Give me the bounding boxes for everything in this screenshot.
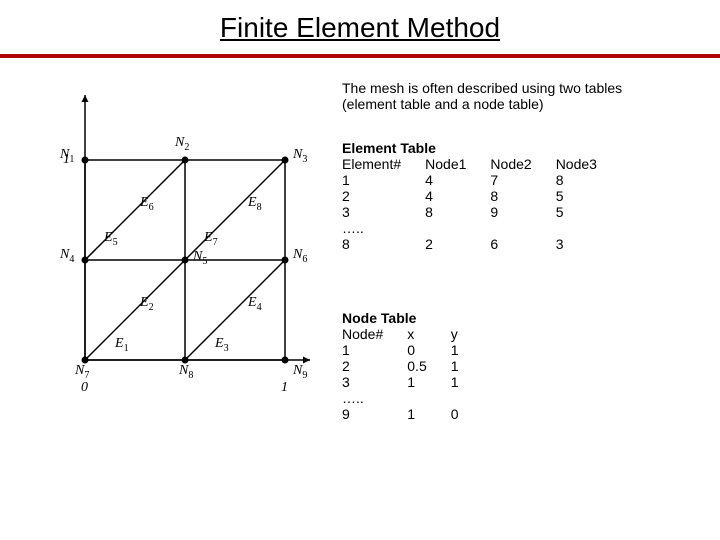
axis-tick-label: 1 bbox=[281, 380, 288, 396]
table-cell: 2 bbox=[342, 188, 425, 204]
table-cell: 1 bbox=[451, 342, 483, 358]
table-row: 910 bbox=[342, 406, 483, 422]
title-rule bbox=[0, 54, 720, 58]
table-cell: 4 bbox=[425, 188, 490, 204]
table-header: Element# bbox=[342, 156, 425, 172]
element-label: E2 bbox=[140, 295, 154, 313]
table-cell: 3 bbox=[556, 236, 621, 252]
node-label: N8 bbox=[179, 363, 193, 381]
table-cell: 6 bbox=[490, 236, 555, 252]
table-cell: 1 bbox=[451, 358, 483, 374]
node-label: N3 bbox=[293, 147, 307, 165]
node-label: N6 bbox=[293, 247, 307, 265]
element-label: E6 bbox=[140, 195, 154, 213]
table-header: Node# bbox=[342, 326, 407, 342]
table-row: 1478 bbox=[342, 172, 621, 188]
table-row: 8263 bbox=[342, 236, 621, 252]
node-label: N4 bbox=[60, 247, 74, 265]
table-header: x bbox=[407, 326, 450, 342]
table-cell: 3 bbox=[342, 204, 425, 220]
table-cell: 2 bbox=[342, 358, 407, 374]
table-row: 20.51 bbox=[342, 358, 483, 374]
node-label: N5 bbox=[193, 249, 207, 267]
table-cell: 5 bbox=[556, 204, 621, 220]
table-cell: 9 bbox=[342, 406, 407, 422]
table-cell: 5 bbox=[556, 188, 621, 204]
axis-tick-label: 0 bbox=[81, 380, 88, 396]
table-cell: 9 bbox=[490, 204, 555, 220]
table-cell: 0.5 bbox=[407, 358, 450, 374]
element-label: E5 bbox=[104, 230, 118, 248]
table-header: Node1 bbox=[425, 156, 490, 172]
table-cell: 0 bbox=[451, 406, 483, 422]
table-cell: 4 bbox=[425, 172, 490, 188]
table-ellipsis: ….. bbox=[342, 220, 621, 236]
node-label: N9 bbox=[293, 363, 307, 381]
table-cell: 8 bbox=[490, 188, 555, 204]
table-cell: 1 bbox=[451, 374, 483, 390]
table-row: 101 bbox=[342, 342, 483, 358]
table-row: 2485 bbox=[342, 188, 621, 204]
mesh-svg bbox=[30, 80, 330, 400]
table-cell: 3 bbox=[342, 374, 407, 390]
element-label: E7 bbox=[204, 230, 218, 248]
page-title: Finite Element Method bbox=[0, 12, 720, 44]
mesh-description: The mesh is often described using two ta… bbox=[342, 80, 622, 112]
table-cell: 8 bbox=[425, 204, 490, 220]
table-cell: 0 bbox=[407, 342, 450, 358]
element-label: E1 bbox=[115, 336, 129, 354]
table-row: 3895 bbox=[342, 204, 621, 220]
table-cell: 1 bbox=[342, 342, 407, 358]
node-label: N2 bbox=[175, 135, 189, 153]
table-cell: 1 bbox=[342, 172, 425, 188]
mesh-diagram: N1N2N3N4N5N6N7N8N9E1E2E3E4E5E6E7E8011 bbox=[30, 80, 330, 400]
table-cell: 1 bbox=[407, 374, 450, 390]
table-row: 311 bbox=[342, 374, 483, 390]
table-ellipsis: ….. bbox=[342, 390, 483, 406]
table-cell: 8 bbox=[342, 236, 425, 252]
table-cell: 7 bbox=[490, 172, 555, 188]
table-header: Node2 bbox=[490, 156, 555, 172]
element-label: E3 bbox=[215, 336, 229, 354]
element-label: E4 bbox=[248, 295, 262, 313]
desc-line2: (element table and a node table) bbox=[342, 96, 622, 112]
element-table-title: Element Table bbox=[342, 140, 621, 156]
table-header: Node3 bbox=[556, 156, 621, 172]
axis-tick-label: 1 bbox=[63, 152, 70, 168]
element-table-body: Element#Node1Node2Node3 147824853895…..8… bbox=[342, 156, 621, 252]
desc-line1: The mesh is often described using two ta… bbox=[342, 80, 622, 96]
element-table: Element Table Element#Node1Node2Node3 14… bbox=[342, 140, 621, 252]
node-label: N7 bbox=[75, 363, 89, 381]
table-header: y bbox=[451, 326, 483, 342]
table-cell: 1 bbox=[407, 406, 450, 422]
table-cell: 8 bbox=[556, 172, 621, 188]
node-table-title: Node Table bbox=[342, 310, 483, 326]
node-table: Node Table Node#xy 10120.51311…..910 bbox=[342, 310, 483, 422]
table-cell: 2 bbox=[425, 236, 490, 252]
node-table-body: Node#xy 10120.51311…..910 bbox=[342, 326, 483, 422]
element-label: E8 bbox=[248, 195, 262, 213]
